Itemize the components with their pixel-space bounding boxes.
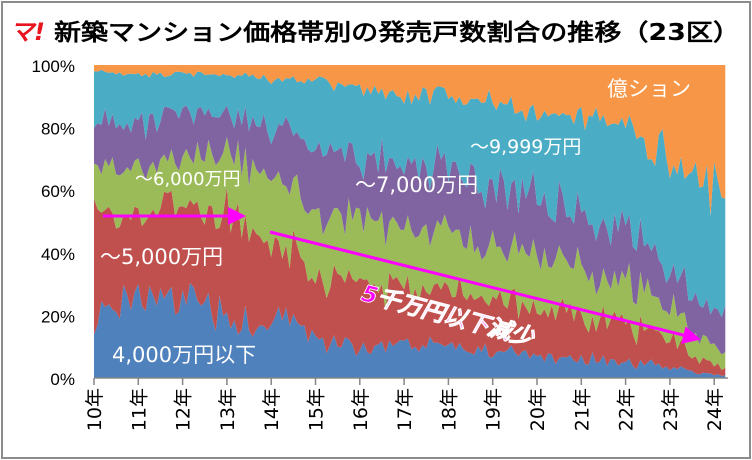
x-tick-label: 17年	[394, 388, 416, 431]
x-tick-label: 16年	[350, 388, 372, 431]
x-tick-label: 24年	[704, 388, 726, 431]
x-tick-label: 18年	[438, 388, 460, 431]
area-series-3	[94, 136, 726, 370]
area-series-4	[94, 105, 726, 355]
series-label: ～7,000万円	[355, 173, 478, 197]
x-tick-label: 12年	[173, 388, 195, 431]
y-tick-label: 20%	[41, 307, 75, 326]
chart-title: 新築マンション価格帯別の発売戸数割合の推移（23区）	[54, 19, 740, 46]
series-label: 億ション	[607, 77, 691, 101]
area-series-5	[94, 69, 726, 318]
x-tick-label: 20年	[527, 388, 549, 431]
arrow-decline	[269, 230, 701, 344]
series-label: ～9,999万円	[470, 136, 581, 158]
x-tick-label: 13年	[217, 388, 239, 431]
area-series-1	[94, 283, 726, 378]
series-label: 4,000万円以下	[112, 343, 256, 367]
x-tick-label: 14年	[261, 388, 283, 431]
x-tick-label: 19年	[483, 388, 505, 431]
y-tick-label: 60%	[41, 182, 75, 201]
series-label: ～6,000万円	[135, 169, 241, 190]
y-tick-label: 80%	[41, 120, 75, 139]
x-tick-label: 11年	[128, 388, 150, 431]
x-tick-label: 21年	[571, 388, 593, 431]
x-tick-label: 15年	[306, 388, 328, 431]
x-tick-label: 10年	[84, 388, 106, 431]
series-label: ～5,000万円	[100, 245, 223, 269]
area-series-6	[94, 65, 726, 216]
y-tick-label: 0%	[50, 370, 75, 389]
x-tick-label: 22年	[616, 388, 638, 431]
y-tick-label: 40%	[41, 245, 75, 264]
logo: マ!	[10, 18, 45, 46]
y-tick-label: 100%	[32, 57, 75, 76]
area-series-2	[94, 187, 726, 376]
x-tick-label: 23年	[660, 388, 682, 431]
